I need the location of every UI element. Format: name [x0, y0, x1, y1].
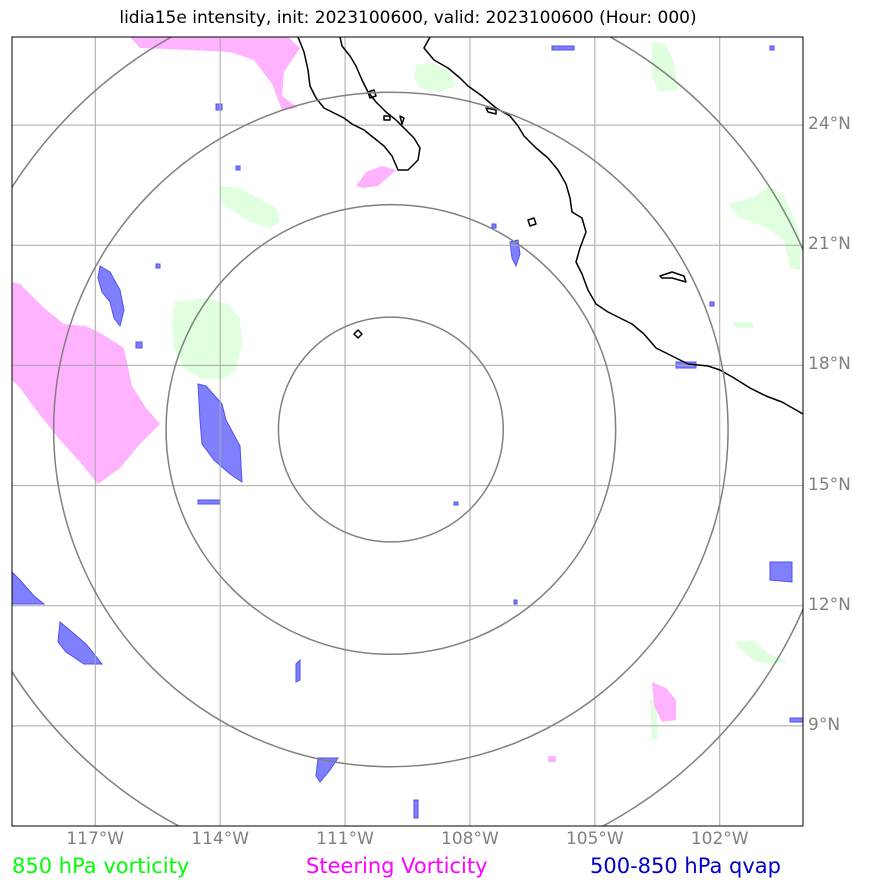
longitude-label: 111°W	[316, 829, 374, 849]
qvap-region	[491, 223, 497, 229]
latitude-label: 15°N	[808, 474, 851, 495]
island	[659, 271, 687, 283]
latitude-label: 18°N	[808, 354, 851, 375]
legend-vorticity-850: 850 hPa vorticity	[12, 854, 190, 878]
island	[353, 329, 363, 339]
qvap-region	[12, 571, 46, 605]
baja-peninsula-coast	[297, 37, 421, 171]
qvap-region	[97, 265, 125, 328]
qvap-region	[513, 599, 518, 605]
distance-ring	[52, 91, 729, 768]
legend-steering-vorticity: Steering Vorticity	[306, 854, 488, 878]
longitude-label: 102°W	[690, 829, 749, 849]
vorticity-region	[732, 322, 754, 328]
qvap-region	[769, 45, 775, 51]
vorticity-region	[652, 42, 678, 92]
vorticity-region	[220, 186, 280, 228]
steering-region	[652, 682, 676, 722]
qvap-region	[709, 301, 715, 307]
map-frame	[11, 36, 804, 827]
distance-ring	[165, 203, 617, 656]
steering-vorticity-regions	[12, 37, 676, 762]
distance-ring	[277, 316, 505, 543]
qvap-region	[135, 341, 143, 349]
qvap-region	[57, 621, 104, 665]
latitude-label: 12°N	[808, 594, 851, 615]
vorticity-850-regions	[172, 42, 802, 740]
vorticity-region	[734, 640, 788, 664]
mainland-mexico-coast	[423, 37, 803, 415]
qvap-region	[769, 561, 793, 583]
qvap-region	[413, 799, 419, 819]
longitude-label: 114°W	[191, 829, 250, 849]
vorticity-region	[728, 186, 802, 270]
latitude-label: 24°N	[808, 114, 851, 135]
vorticity-region	[172, 298, 242, 380]
qvap-region	[453, 501, 459, 506]
steering-region	[130, 37, 300, 110]
island	[399, 115, 405, 125]
qvap-region	[509, 239, 521, 268]
longitude-label: 105°W	[565, 829, 624, 849]
latitude-label: 9°N	[808, 714, 841, 735]
qvap-region	[235, 165, 241, 171]
steering-region	[548, 756, 556, 762]
island	[527, 217, 537, 227]
island	[383, 115, 391, 121]
steering-region	[356, 166, 396, 188]
qvap-region	[197, 499, 221, 505]
vorticity-region	[414, 62, 456, 92]
qvap-region	[295, 658, 301, 683]
graticule	[12, 37, 803, 826]
qvap-region	[315, 757, 339, 783]
qvap-region	[789, 717, 803, 723]
longitude-label: 117°W	[66, 829, 125, 849]
qvap-region	[215, 103, 223, 111]
coastline	[297, 37, 803, 415]
island	[485, 107, 497, 115]
map-title: lidia15e intensity, init: 2023100600, va…	[119, 8, 697, 28]
legend-qvap: 500-850 hPa qvap	[590, 854, 781, 878]
qvap-region	[551, 45, 575, 51]
island	[367, 89, 377, 99]
latitude-label: 21°N	[808, 234, 851, 255]
steering-region	[12, 282, 160, 484]
qvap-region	[155, 263, 161, 269]
distance-rings	[12, 37, 803, 826]
longitude-label: 108°W	[441, 829, 499, 849]
